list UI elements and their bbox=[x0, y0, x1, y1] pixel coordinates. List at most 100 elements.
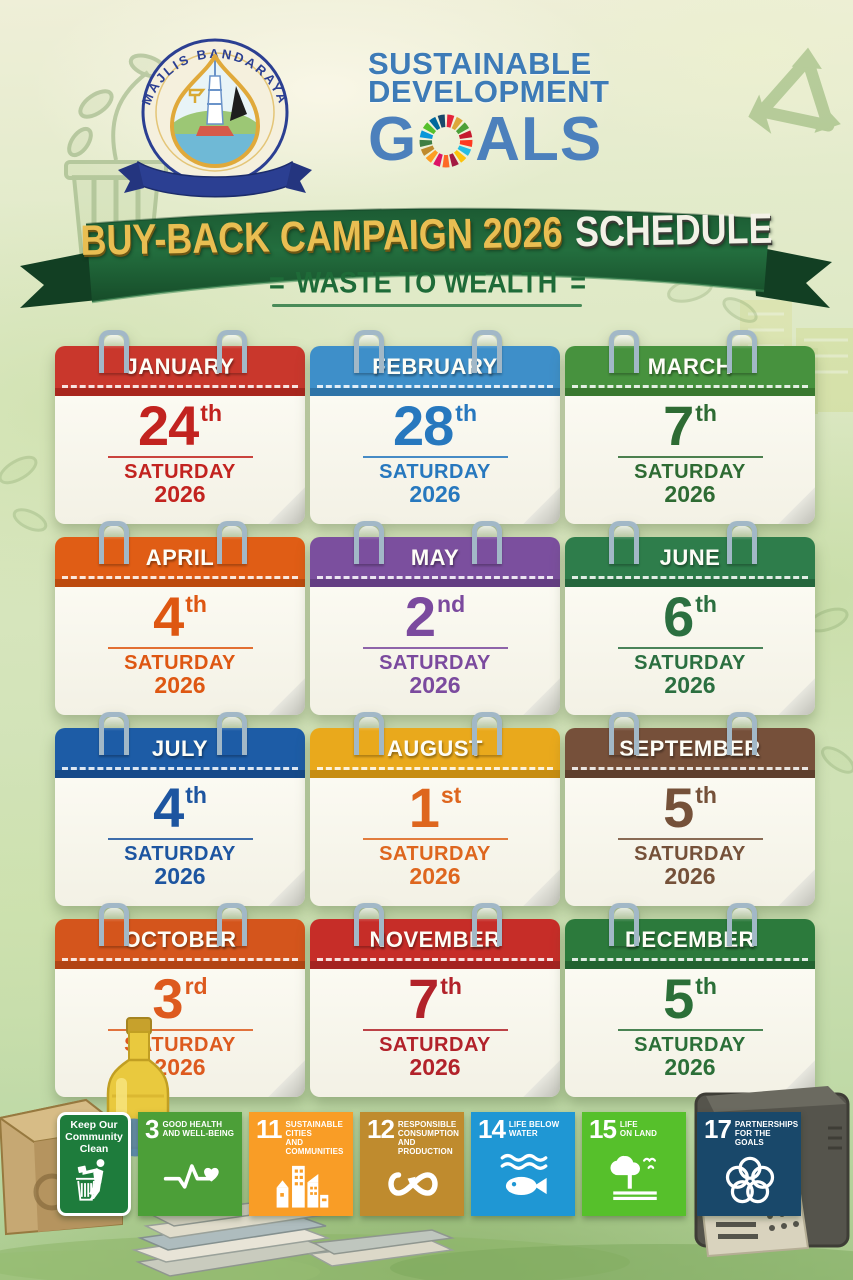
date-number: 7 bbox=[408, 969, 439, 1030]
date-ordinal: th bbox=[185, 782, 207, 808]
weekday-label: SATURDAY bbox=[379, 461, 491, 483]
card-header: MAY bbox=[310, 537, 560, 587]
date-ordinal: th bbox=[695, 973, 717, 999]
title-development: DEVELOPMENT bbox=[368, 74, 610, 109]
binder-ring-icon bbox=[217, 903, 247, 946]
sdg-title: GOOD HEALTH AND WELL-BEING bbox=[162, 1120, 235, 1138]
binder-ring-icon bbox=[217, 712, 247, 755]
sdg-tiles: 3 GOOD HEALTH AND WELL-BEING 11 SUSTAINAB… bbox=[138, 1112, 801, 1216]
sdg-number: 11 bbox=[256, 1114, 282, 1144]
dashed-divider bbox=[317, 576, 553, 579]
date-line: 2nd bbox=[310, 589, 560, 647]
date-number: 28 bbox=[392, 396, 454, 457]
sdg-title: RESPONSIBLE CONSUMPTION AND PRODUCTION bbox=[397, 1120, 460, 1156]
weekday-label: SATURDAY bbox=[379, 1034, 491, 1056]
sdg-number: 15 bbox=[589, 1114, 617, 1144]
dashed-divider bbox=[317, 767, 553, 770]
month-label: MAY bbox=[410, 545, 460, 570]
binder-ring-icon bbox=[472, 521, 502, 564]
weekday-label: SATURDAY bbox=[634, 1034, 746, 1056]
card-header: JANUARY bbox=[55, 346, 305, 396]
binder-ring-icon bbox=[472, 903, 502, 946]
city-council-crest: MAJLIS BANDARAYA bbox=[118, 38, 312, 198]
dashed-divider bbox=[317, 958, 553, 961]
binder-ring-icon bbox=[727, 521, 757, 564]
year-label: 2026 bbox=[154, 481, 206, 507]
dashed-divider bbox=[572, 576, 808, 579]
sdg-title: LIFE BELOW WATER bbox=[508, 1120, 560, 1138]
litter-person-icon bbox=[73, 1158, 115, 1204]
dashed-divider bbox=[572, 385, 808, 388]
year-label: 2026 bbox=[664, 1054, 716, 1080]
date-divider bbox=[107, 1029, 253, 1031]
binder-ring-icon bbox=[727, 330, 757, 373]
dashed-divider bbox=[317, 385, 553, 388]
binder-ring-icon bbox=[217, 330, 247, 373]
calendar-card-january: JANUARY 24th SATURDAY 2026 bbox=[55, 330, 305, 524]
partnership-icon bbox=[704, 1147, 796, 1212]
month-label: AUGUST bbox=[387, 736, 483, 761]
sdg-title: SUSTAINABLE CITIES AND COMMUNITIES bbox=[285, 1120, 344, 1156]
year-label: 2026 bbox=[154, 672, 206, 698]
goals-als: ALS bbox=[475, 105, 603, 174]
date-ordinal: th bbox=[440, 973, 462, 999]
calendar-card-july: JULY 4th SATURDAY 2026 bbox=[55, 712, 305, 906]
tile-head: 15 LIFE ON LAND bbox=[589, 1114, 681, 1144]
card-body: 28th SATURDAY 2026 bbox=[310, 396, 560, 524]
binder-ring-icon bbox=[99, 521, 129, 564]
date-line: 6th bbox=[565, 589, 815, 647]
card-body: 5th SATURDAY 2026 bbox=[565, 969, 815, 1097]
month-label: JUNE bbox=[659, 545, 721, 570]
weekday-label: SATURDAY bbox=[124, 652, 236, 674]
card-body: 24th SATURDAY 2026 bbox=[55, 396, 305, 524]
date-divider bbox=[107, 456, 253, 458]
date-divider bbox=[107, 647, 253, 649]
month-label: NOVEMBER bbox=[369, 927, 501, 952]
date-line: 5th bbox=[565, 780, 815, 838]
binder-ring-icon bbox=[354, 330, 384, 373]
header: MAJLIS BANDARAYA SUSTAINABLE DEVELOPMENT bbox=[0, 0, 853, 200]
date-ordinal: th bbox=[695, 400, 717, 426]
dashed-divider bbox=[572, 958, 808, 961]
sdg-title: PARTNERSHIPS FOR THE GOALS bbox=[734, 1120, 799, 1147]
month-label: MARCH bbox=[647, 354, 733, 379]
sdg-number: 14 bbox=[478, 1114, 506, 1144]
calendar-card-august: AUGUST 1st SATURDAY 2026 bbox=[310, 712, 560, 906]
binder-ring-icon bbox=[99, 330, 129, 373]
date-number: 4 bbox=[153, 587, 184, 648]
card-header: FEBRUARY bbox=[310, 346, 560, 396]
binder-ring-icon bbox=[472, 330, 502, 373]
date-ordinal: th bbox=[695, 591, 717, 617]
date-divider bbox=[107, 838, 253, 840]
tile-head: 14 LIFE BELOW WATER bbox=[478, 1114, 570, 1144]
title-goals: G ALS bbox=[368, 105, 688, 174]
binder-ring-icon bbox=[609, 903, 639, 946]
binder-ring-icon bbox=[609, 330, 639, 373]
dashed-divider bbox=[62, 767, 298, 770]
date-ordinal: th bbox=[185, 591, 207, 617]
weekday-label: SATURDAY bbox=[379, 843, 491, 865]
clean-sign-panel: Keep Our Community Clean bbox=[60, 1115, 128, 1213]
sdg-number: 12 bbox=[367, 1114, 395, 1144]
calendar-card-december: DECEMBER 5th SATURDAY 2026 bbox=[565, 903, 815, 1097]
sdg-tile-15: 15 LIFE ON LAND bbox=[582, 1112, 686, 1216]
date-line: 3rd bbox=[55, 971, 305, 1029]
card-body: 3rd SATURDAY 2026 bbox=[55, 969, 305, 1097]
month-label: SEPTEMBER bbox=[619, 736, 761, 761]
subtitle-text: WASTE TO WEALTH bbox=[295, 266, 558, 300]
calendar-card-september: SEPTEMBER 5th SATURDAY 2026 bbox=[565, 712, 815, 906]
date-divider bbox=[617, 838, 763, 840]
ribbon-graphic bbox=[20, 207, 832, 308]
date-number: 5 bbox=[663, 778, 694, 839]
sdg-tile-12: 12 RESPONSIBLE CONSUMPTION AND PRODUCTION bbox=[360, 1112, 464, 1216]
card-body: 5th SATURDAY 2026 bbox=[565, 778, 815, 906]
card-header: MARCH bbox=[565, 346, 815, 396]
sdg-title-block: SUSTAINABLE DEVELOPMENT G ALS bbox=[368, 48, 688, 174]
calendar-card-march: MARCH 7th SATURDAY 2026 bbox=[565, 330, 815, 524]
binder-ring-icon bbox=[727, 903, 757, 946]
date-divider bbox=[617, 456, 763, 458]
sdg-tile-14: 14 LIFE BELOW WATER bbox=[471, 1112, 575, 1216]
weekday-label: SATURDAY bbox=[379, 652, 491, 674]
calendar-card-april: APRIL 4th SATURDAY 2026 bbox=[55, 521, 305, 715]
year-label: 2026 bbox=[409, 1054, 461, 1080]
